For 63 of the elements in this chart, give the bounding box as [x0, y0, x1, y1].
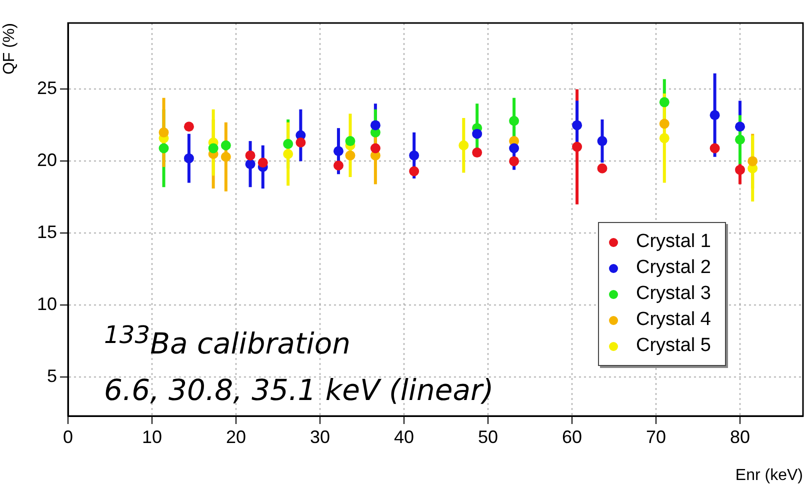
point [710, 110, 720, 120]
point [283, 149, 294, 159]
y-tick-label: 10 [36, 294, 57, 314]
x-tick-label: 20 [226, 426, 246, 447]
annotation: 6.6, 30.8, 35.1 keV (linear) [104, 372, 494, 409]
point [710, 143, 720, 154]
point [572, 120, 582, 130]
point [296, 137, 306, 148]
point [509, 156, 520, 166]
point [472, 148, 482, 158]
legend-label: Crystal 4 [636, 308, 711, 332]
point [572, 142, 582, 152]
point [509, 143, 520, 154]
point [184, 153, 194, 164]
point [409, 150, 420, 160]
x-tick-label: 70 [646, 426, 666, 447]
point [370, 143, 380, 154]
point [509, 116, 520, 126]
point [735, 164, 745, 175]
point [258, 158, 268, 168]
point [158, 127, 169, 138]
x-tick-label: 0 [62, 426, 74, 447]
point [158, 143, 169, 154]
legend-label: Crystal 3 [636, 282, 711, 306]
point [220, 152, 231, 162]
x-axis-title: Enr (keV) [735, 466, 803, 484]
legend-label: Crystal 2 [636, 256, 711, 280]
y-tick-label: 20 [36, 150, 57, 170]
point [345, 136, 356, 146]
point [370, 120, 380, 130]
point [333, 146, 344, 156]
point [659, 118, 670, 129]
point [748, 156, 758, 166]
point [597, 136, 608, 146]
y-tick-label: 5 [46, 366, 57, 386]
point [220, 140, 231, 150]
x-tick-label: 10 [142, 426, 162, 447]
x-tick-label: 40 [394, 426, 414, 447]
point [659, 97, 670, 108]
x-tick-label: 80 [730, 426, 750, 447]
legend-label: Crystal 1 [636, 230, 711, 254]
point [283, 138, 294, 149]
x-tick-label: 30 [310, 426, 330, 447]
point [659, 133, 670, 144]
point [735, 134, 745, 145]
annotation: $^{133}$Ba calibration [104, 320, 352, 363]
x-tick-label: 60 [562, 426, 582, 447]
point [472, 128, 482, 139]
legend-label: Crystal 5 [636, 334, 711, 358]
point [208, 143, 218, 154]
point [409, 166, 420, 176]
point [245, 150, 256, 160]
point [345, 150, 356, 160]
x-tick-label: 50 [478, 426, 498, 447]
point [184, 122, 194, 132]
point [333, 160, 344, 171]
y-tick-label: 25 [36, 78, 57, 98]
point [458, 140, 469, 150]
point [735, 122, 745, 132]
y-axis-title: QF (%) [1, 23, 18, 75]
point [597, 163, 608, 174]
point [245, 159, 256, 170]
y-tick-label: 15 [36, 222, 57, 242]
